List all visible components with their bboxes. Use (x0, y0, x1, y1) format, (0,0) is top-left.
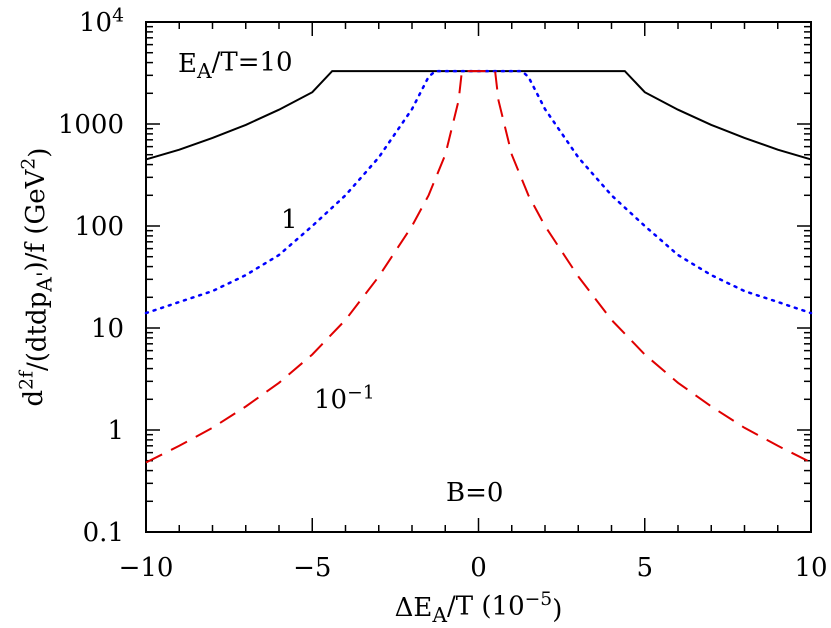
x-tick-label: 0 (470, 553, 487, 583)
tick-marks (145, 21, 812, 533)
series-line-1 (144, 69, 813, 315)
labels: −10 −5 0 5 10 0.1 1 10 100 1000 104​ ΔEA​/T (10−5​)… (17, 6, 828, 627)
annotation-3: B=0 (446, 478, 503, 508)
annotation-0: EA​/T=10 (178, 47, 293, 83)
x-tick-label: −10 (119, 553, 174, 583)
series-line-0 (145, 70, 812, 161)
series-line-2 (145, 70, 812, 464)
curves (144, 69, 813, 464)
y-tick-label: 1 (107, 416, 124, 446)
y-tick-label: 10 (91, 314, 124, 344)
y-tick-label: 104​ (79, 6, 124, 38)
x-tick-label: −5 (293, 553, 331, 583)
x-axis-label: ΔEA​/T (10−5​) (395, 589, 563, 627)
annotation-2: 10−1​ (314, 383, 375, 415)
x-tick-label: 5 (636, 553, 653, 583)
plot-frame (145, 21, 812, 533)
y-axis-label: d2f​/(dtdpA'​)/f (GeV2​) (17, 148, 57, 407)
x-tick-label: 10 (794, 553, 827, 583)
annotation-1: 1 (281, 205, 298, 235)
y-tick-label: 1000 (58, 110, 124, 140)
y-tick-label: 0.1 (83, 518, 124, 548)
y-tick-label: 100 (74, 212, 124, 242)
